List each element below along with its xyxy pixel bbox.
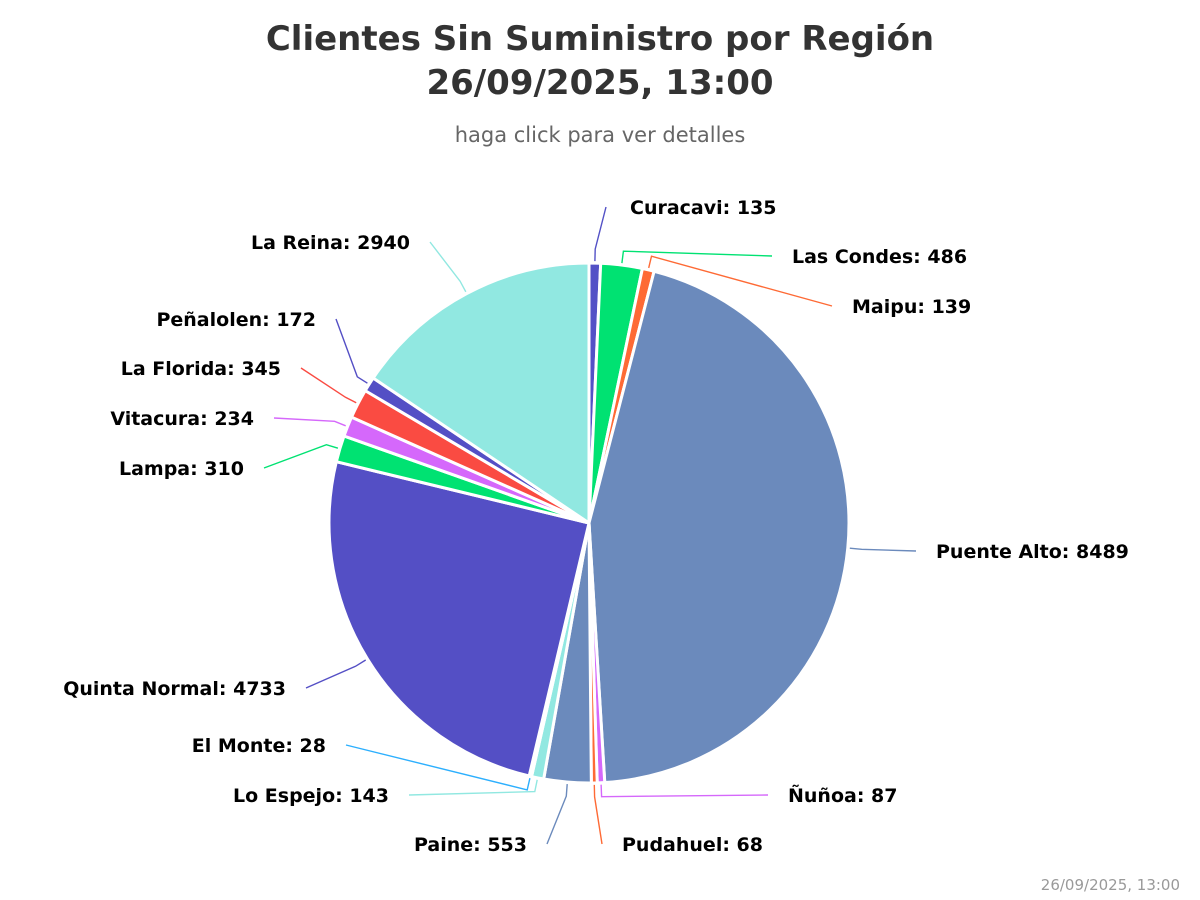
chart-title: Clientes Sin Suministro por Región <box>266 19 934 59</box>
pie-slices <box>327 261 851 785</box>
data-label-el-monte[interactable]: El Monte: 28 <box>192 735 326 757</box>
connector-la-florida <box>300 367 357 404</box>
connector-lo-espejo <box>408 779 538 796</box>
data-label-vitacura[interactable]: Vitacura: 234 <box>110 408 254 430</box>
connector-el-monte <box>345 744 531 791</box>
connector-pudahuel <box>593 784 603 845</box>
data-label-la-reina[interactable]: La Reina: 2940 <box>251 232 410 254</box>
pie-slice-quinta-normal[interactable] <box>327 460 591 778</box>
chart-subtitle: haga click para ver detalles <box>455 123 746 147</box>
data-label-la-florida[interactable]: La Florida: 345 <box>121 358 281 380</box>
connector-la-reina <box>429 241 467 293</box>
pie-slice-puente-alto[interactable] <box>587 269 851 785</box>
connector-vitacura <box>273 417 346 427</box>
chart-title-datetime: 26/09/2025, 13:00 <box>426 63 773 103</box>
pie-slice-la-reina[interactable] <box>371 261 591 525</box>
data-label-puente-alto[interactable]: Puente Alto: 8489 <box>936 541 1129 563</box>
chart-credit: 26/09/2025, 13:00 <box>1041 876 1180 894</box>
data-label-lo-espejo[interactable]: Lo Espejo: 143 <box>233 785 389 807</box>
connector-curacavi <box>594 206 607 262</box>
data-label-lampa[interactable]: Lampa: 310 <box>119 458 244 480</box>
data-label-maipu[interactable]: Maipu: 139 <box>852 296 971 318</box>
data-label-nunoa[interactable]: Ñuñoa: 87 <box>788 783 897 807</box>
connector-puente-alto <box>849 547 917 552</box>
data-label-curacavi[interactable]: Curacavi: 135 <box>630 197 777 219</box>
connector-paine <box>546 784 568 845</box>
data-label-penalolen[interactable]: Peñalolen: 172 <box>156 309 316 331</box>
label-connectors <box>263 206 917 845</box>
connector-lampa <box>263 443 339 469</box>
connector-las-condes <box>621 250 773 264</box>
data-label-pudahuel[interactable]: Pudahuel: 68 <box>622 834 763 856</box>
data-label-quinta-normal[interactable]: Quinta Normal: 4733 <box>63 678 286 700</box>
connector-quinta-normal <box>305 659 367 689</box>
connector-nunoa <box>600 784 769 798</box>
connector-penalolen <box>335 318 368 384</box>
data-label-las-condes[interactable]: Las Condes: 486 <box>792 246 967 268</box>
data-label-paine[interactable]: Paine: 553 <box>414 834 527 856</box>
connector-maipu <box>648 255 833 307</box>
data-labels: Curacavi: 135 Las Condes: 486 Maipu: 139 Pu… <box>63 197 1129 856</box>
